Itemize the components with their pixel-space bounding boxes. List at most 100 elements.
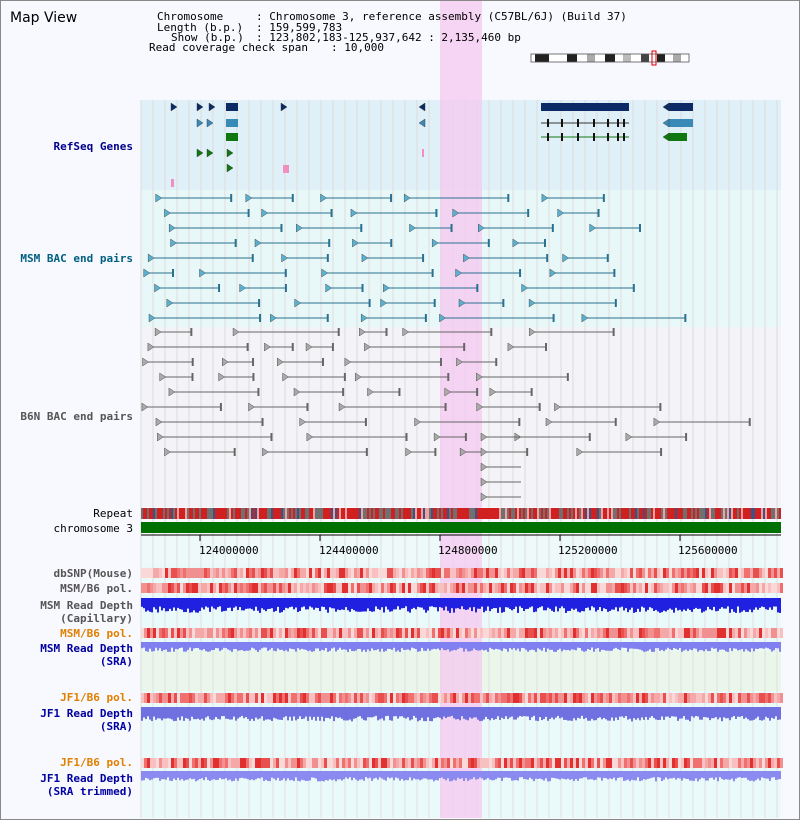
jf1-sra-depth-bar: [709, 707, 711, 721]
jf1-b6-pol-cell: [270, 758, 273, 768]
msm-bac-pair-end: [234, 239, 237, 247]
repeat-element: [337, 508, 339, 519]
jf1-sra-depth-bar: [213, 707, 215, 720]
msm-sra-depth-bar: [251, 642, 253, 648]
jf1-trimmed-depth-bar: [555, 771, 557, 779]
repeat-element: [273, 508, 275, 519]
msm-capillary-depth-bar: [631, 598, 633, 608]
msm-b6-pol-cell: [441, 583, 444, 593]
jf1-trimmed-depth-bar: [321, 771, 323, 781]
msm-b6-pol-cell: [318, 583, 321, 593]
msm-capillary-depth-bar: [383, 598, 385, 613]
jf1-trimmed-depth-bar: [241, 771, 243, 778]
repeat-element: [323, 508, 325, 519]
msm-b6-pol-cell: [249, 628, 252, 638]
repeat-element: [423, 508, 425, 519]
repeat-element: [241, 508, 243, 519]
msm-b6-pol-cell: [708, 583, 711, 593]
msm-b6-pol-cell: [774, 583, 777, 593]
ideogram-band: [631, 54, 641, 62]
msm-capillary-depth-bar: [479, 598, 481, 609]
repeat-element: [351, 508, 353, 519]
msm-b6-pol-cell: [234, 628, 237, 638]
msm-sra-depth-bar: [185, 642, 187, 652]
msm-sra-depth-bar: [471, 642, 473, 651]
msm-b6-pol-cell: [450, 583, 453, 593]
jf1-b6-pol-cell: [573, 758, 576, 768]
jf1-b6-pol-cell: [459, 693, 462, 703]
jf1-b6-pol-cell: [645, 693, 648, 703]
jf1-b6-pol-cell: [765, 758, 768, 768]
msm-capillary-depth-bar: [489, 598, 491, 612]
jf1-trimmed-depth-bar: [677, 771, 679, 779]
msm-capillary-depth-bar: [659, 598, 661, 613]
dbsnp-cell: [414, 568, 417, 578]
repeat-element: [291, 508, 293, 519]
jf1-b6-pol-cell: [264, 758, 267, 768]
msm-capillary-depth-bar: [603, 598, 605, 609]
repeat-element: [295, 508, 297, 519]
msm-bac-pair-end: [606, 254, 609, 262]
jf1-b6-pol-cell: [339, 693, 342, 703]
jf1-b6-pol-cell: [678, 758, 681, 768]
jf1-trimmed-depth-bar: [181, 771, 183, 780]
msm-sra-depth-bar: [565, 642, 567, 651]
msm-b6-pol-cell: [609, 628, 612, 638]
msm-b6-pol-cell: [603, 628, 606, 638]
dbsnp-cell: [357, 568, 360, 578]
b6n-bac-pair-end: [164, 447, 171, 457]
msm-b6-pol-cell: [753, 628, 756, 638]
dbsnp-cell: [201, 568, 204, 578]
jf1-b6-pol-cell: [294, 693, 297, 703]
jf1-b6-pol-cell: [342, 758, 345, 768]
jf1-trimmed-depth-bar: [333, 771, 335, 780]
repeat-element: [557, 508, 559, 519]
msm-b6-pol-cell: [537, 628, 540, 638]
jf1-sra-depth-bar: [281, 707, 283, 720]
refseq-exon: [547, 119, 549, 127]
msm-b6-pol-cell: [279, 628, 282, 638]
jf1-sra-depth-bar: [441, 707, 443, 720]
jf1-trimmed-depth-bar: [301, 771, 303, 780]
msm-capillary-depth-bar: [407, 598, 409, 612]
dbsnp-cell: [246, 568, 249, 578]
dbsnp-cell: [237, 568, 240, 578]
jf1-b6-pol-cell: [543, 758, 546, 768]
jf1-sra-depth-bar: [621, 707, 623, 717]
jf1-trimmed-depth-bar: [511, 771, 513, 781]
msm-capillary-depth-bar: [609, 598, 611, 611]
b6n-bac-pair-end: [246, 343, 249, 351]
msm-capillary-depth-bar: [327, 598, 329, 613]
dbsnp-label: dbSNP(Mouse): [53, 567, 133, 580]
dbsnp-cell: [492, 568, 495, 578]
jf1-trimmed-depth-bar: [601, 771, 603, 781]
jf1-b6-pol-cell: [600, 758, 603, 768]
jf1-b6-pol-cell: [462, 693, 465, 703]
dbsnp-cell: [546, 568, 549, 578]
msm-sra-depth-bar: [499, 642, 501, 650]
dbsnp-cell: [468, 568, 471, 578]
jf1-trimmed-depth-bar: [427, 771, 429, 780]
jf1-b6-pol-cell: [561, 758, 564, 768]
msm-b6-pol-cell: [684, 583, 687, 593]
msm-b6-pol-cell: [588, 583, 591, 593]
b6n-bac-pair-end: [159, 372, 167, 382]
repeat-element: [657, 508, 659, 519]
jf1-b6-pol-cell: [276, 693, 279, 703]
msm-bac-pair-end: [562, 253, 569, 263]
jf1-b6-pol-cell: [303, 758, 306, 768]
repeat-element: [485, 508, 487, 519]
b6n-bac-pair-end: [248, 402, 255, 412]
msm-capillary-depth-bar: [317, 598, 319, 609]
jf1-trimmed-depth-bar: [697, 771, 699, 782]
msm-sra-depth-bar: [281, 642, 283, 650]
jf1-b6-pol-cell: [141, 693, 144, 703]
repeat-element: [491, 508, 493, 519]
repeat-element: [219, 508, 221, 519]
jf1-trimmed-depth-bar: [245, 771, 247, 779]
msm-capillary-depth-bar: [475, 598, 477, 613]
jf1-sra-depth-bar: [639, 707, 641, 721]
jf1-b6-pol-cell: [717, 758, 720, 768]
jf1-sra-depth-bar: [723, 707, 725, 718]
